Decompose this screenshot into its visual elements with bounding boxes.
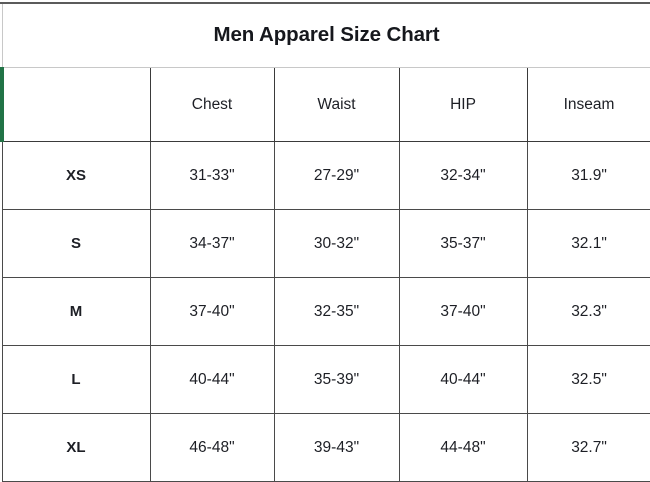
cell-inseam: 32.7" <box>527 414 650 482</box>
size-chart-table: Men Apparel Size Chart Chest Waist HIP I… <box>0 4 650 482</box>
table-row: S 34-37" 30-32" 35-37" 32.1" <box>2 210 650 278</box>
table-row: XL 46-48" 39-43" 44-48" 32.7" <box>2 414 650 482</box>
table-row: XS 31-33" 27-29" 32-34" 31.9" <box>2 142 650 210</box>
cell-inseam: 32.3" <box>527 278 650 346</box>
cell-chest: 40-44" <box>150 346 274 414</box>
cell-hip: 32-34" <box>399 142 527 210</box>
cell-size: M <box>2 278 150 346</box>
cell-chest: 31-33" <box>150 142 274 210</box>
cell-waist: 27-29" <box>274 142 399 210</box>
cell-inseam: 31.9" <box>527 142 650 210</box>
table-header-row: Chest Waist HIP Inseam <box>2 68 650 142</box>
header-corner-cell[interactable] <box>2 68 150 142</box>
cell-size: S <box>2 210 150 278</box>
column-header-chest[interactable]: Chest <box>150 68 274 142</box>
column-header-inseam[interactable]: Inseam <box>527 68 650 142</box>
cell-chest: 46-48" <box>150 414 274 482</box>
cell-hip: 44-48" <box>399 414 527 482</box>
table-row: M 37-40" 32-35" 37-40" 32.3" <box>2 278 650 346</box>
cell-inseam: 32.5" <box>527 346 650 414</box>
column-header-hip[interactable]: HIP <box>399 68 527 142</box>
cell-waist: 39-43" <box>274 414 399 482</box>
cell-size: XS <box>2 142 150 210</box>
cell-waist: 35-39" <box>274 346 399 414</box>
cell-waist: 32-35" <box>274 278 399 346</box>
cell-size: XL <box>2 414 150 482</box>
size-chart-sheet: Men Apparel Size Chart Chest Waist HIP I… <box>0 4 650 482</box>
cell-hip: 35-37" <box>399 210 527 278</box>
title-row: Men Apparel Size Chart <box>2 4 650 68</box>
cell-chest: 34-37" <box>150 210 274 278</box>
cell-waist: 30-32" <box>274 210 399 278</box>
column-header-waist[interactable]: Waist <box>274 68 399 142</box>
title-cell: Men Apparel Size Chart <box>2 4 650 68</box>
page-title: Men Apparel Size Chart <box>3 25 650 46</box>
cell-inseam: 32.1" <box>527 210 650 278</box>
cell-chest: 37-40" <box>150 278 274 346</box>
table-row: L 40-44" 35-39" 40-44" 32.5" <box>2 346 650 414</box>
cell-size: L <box>2 346 150 414</box>
cell-hip: 37-40" <box>399 278 527 346</box>
cell-hip: 40-44" <box>399 346 527 414</box>
